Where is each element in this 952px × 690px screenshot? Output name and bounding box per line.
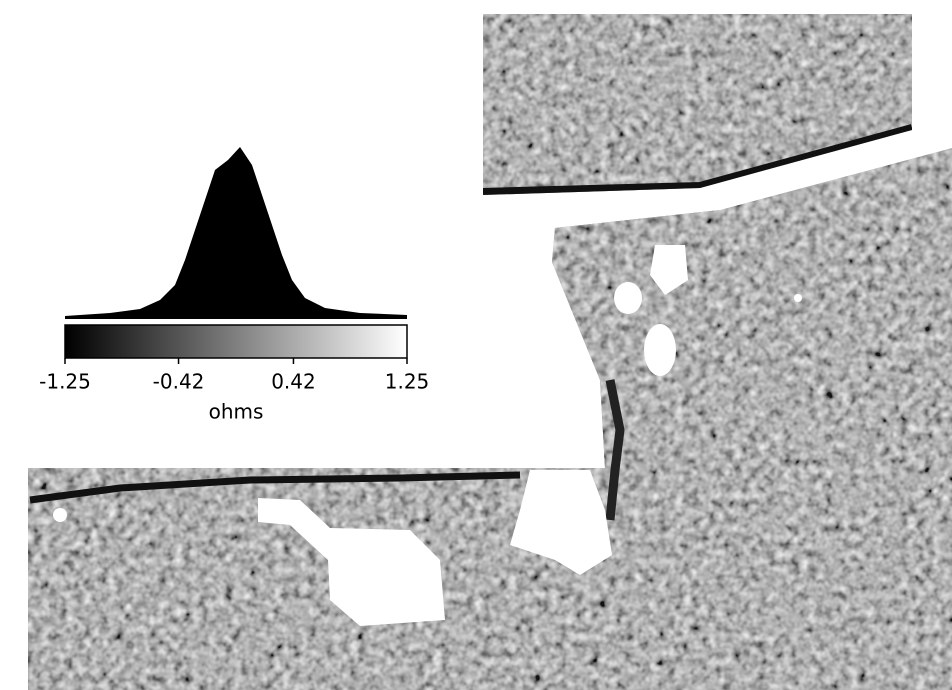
colorbar-tick-label: 1.25: [385, 370, 430, 394]
colorbar-tick-label: -0.42: [153, 370, 205, 394]
colorbar-label: ohms: [209, 400, 264, 424]
colorbar: [64, 324, 408, 359]
colorbar-tick-label: -1.25: [39, 370, 91, 394]
colorbar-tick-label: 0.42: [271, 370, 316, 394]
white-areas: [53, 130, 952, 626]
histogram: [65, 147, 407, 318]
